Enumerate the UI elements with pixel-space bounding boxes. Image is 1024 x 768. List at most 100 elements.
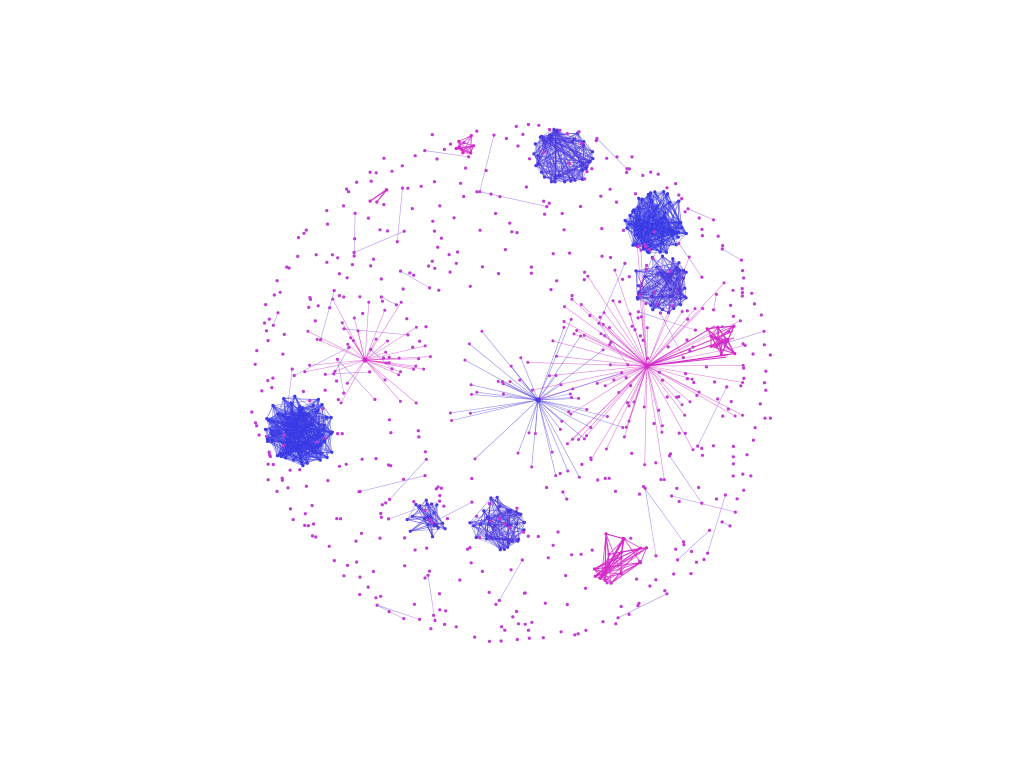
graph-node bbox=[286, 486, 290, 490]
hub-right-spoke bbox=[646, 365, 663, 433]
graph-node bbox=[604, 447, 608, 451]
graph-node bbox=[282, 332, 286, 336]
cluster-top-circle-edge bbox=[556, 131, 584, 146]
graph-node bbox=[682, 543, 686, 547]
graph-edge bbox=[499, 559, 523, 601]
cluster-magenta-wedge-edge bbox=[706, 328, 718, 339]
graph-node bbox=[720, 520, 724, 524]
hub-left-spoke bbox=[364, 302, 370, 361]
hub-right-wedge-edge bbox=[646, 325, 716, 367]
graph-node bbox=[680, 403, 684, 407]
graph-node bbox=[361, 311, 365, 316]
cluster-top-circle-edge bbox=[557, 130, 572, 182]
cluster-left-node bbox=[288, 438, 292, 443]
cluster-left-node bbox=[325, 455, 329, 460]
graph-node bbox=[578, 204, 583, 209]
cluster-top-right-node bbox=[625, 226, 629, 230]
hub-left-spoke bbox=[364, 327, 417, 361]
graph-node bbox=[310, 534, 315, 538]
cluster-bottom-mid-edge bbox=[486, 538, 501, 550]
hub-right-spoke bbox=[646, 308, 703, 367]
cluster-magenta-wedge-node bbox=[719, 353, 723, 357]
cluster-magenta-wedge-node bbox=[709, 344, 713, 348]
cluster-bottom-mid-node bbox=[515, 522, 519, 526]
cluster-right-lower-node bbox=[634, 269, 638, 273]
graph-node bbox=[423, 508, 427, 512]
graph-node bbox=[728, 524, 732, 528]
graph-node bbox=[423, 344, 427, 348]
cluster-left-edge bbox=[271, 431, 333, 434]
hub-center-spoke bbox=[537, 399, 561, 430]
cluster-left-node bbox=[301, 406, 305, 410]
graph-node bbox=[733, 510, 737, 514]
graph-node bbox=[311, 522, 316, 526]
graph-node bbox=[537, 123, 541, 127]
cluster-top-right-node bbox=[656, 204, 660, 208]
graph-node bbox=[731, 314, 736, 318]
graph-node bbox=[433, 266, 437, 270]
graph-node bbox=[598, 315, 602, 319]
hub-center-spoke bbox=[469, 343, 539, 401]
graph-node bbox=[339, 517, 343, 521]
graph-edge bbox=[598, 323, 629, 365]
graph-node bbox=[739, 384, 743, 388]
graph-node bbox=[400, 164, 404, 168]
graph-node bbox=[515, 637, 519, 642]
cluster-bottom-left-edge bbox=[410, 528, 446, 532]
graph-node bbox=[369, 264, 373, 268]
graph-node bbox=[708, 528, 712, 532]
cluster-top-right-node bbox=[665, 192, 670, 196]
cluster-left-edge bbox=[265, 418, 296, 430]
graph-node bbox=[570, 553, 574, 557]
cluster-bottom-mid-edge bbox=[494, 509, 509, 527]
cluster-bottom-mid-edge bbox=[491, 537, 519, 540]
graph-node bbox=[712, 218, 716, 222]
graph-node bbox=[255, 349, 259, 353]
cluster-top-small-node bbox=[471, 144, 476, 148]
hub-center-spoke bbox=[535, 399, 539, 434]
cluster-top-right-node bbox=[649, 191, 653, 195]
cluster-top-right-node bbox=[637, 196, 641, 200]
graph-node bbox=[638, 293, 642, 297]
hub-right-spoke bbox=[646, 311, 683, 367]
graph-node bbox=[266, 379, 270, 383]
cluster-top-right-node bbox=[641, 246, 646, 250]
graph-node bbox=[455, 250, 460, 254]
cluster-top-right-node bbox=[645, 250, 650, 254]
cluster-left-edge bbox=[304, 418, 332, 435]
hub-center-spoke bbox=[537, 399, 587, 410]
graph-node bbox=[469, 561, 473, 565]
graph-node bbox=[621, 426, 625, 429]
graph-node bbox=[725, 385, 729, 389]
cluster-bottom-mid-edge bbox=[494, 526, 519, 540]
graph-edge bbox=[424, 150, 469, 158]
graph-edge bbox=[596, 138, 628, 169]
graph-node bbox=[508, 525, 512, 530]
graph-node bbox=[729, 303, 733, 307]
hub-right-spoke bbox=[646, 365, 744, 367]
graph-node bbox=[706, 551, 710, 555]
cluster-top-circle-edge bbox=[549, 137, 575, 140]
graph-node bbox=[621, 277, 625, 281]
cluster-top-right-node bbox=[664, 250, 669, 254]
cluster-top-small-node bbox=[461, 151, 465, 155]
graph-node bbox=[599, 194, 603, 198]
graph-node bbox=[414, 401, 418, 405]
graph-node bbox=[665, 186, 669, 190]
cluster-top-circle-edge bbox=[555, 158, 594, 177]
graph-node bbox=[657, 370, 662, 374]
cluster-top-right-node bbox=[676, 235, 680, 239]
graph-node bbox=[608, 343, 612, 347]
graph-node bbox=[313, 319, 317, 323]
cluster-magenta-bottom-node bbox=[638, 546, 643, 550]
graph-node bbox=[749, 474, 753, 478]
graph-node bbox=[614, 622, 618, 626]
graph-node bbox=[387, 610, 391, 614]
cluster-bottom-mid-node bbox=[495, 495, 499, 499]
graph-node bbox=[726, 407, 730, 411]
graph-node bbox=[545, 205, 549, 209]
graph-node bbox=[402, 617, 406, 621]
graph-node bbox=[694, 560, 699, 564]
graph-node bbox=[368, 170, 372, 174]
graph-node bbox=[360, 457, 364, 461]
